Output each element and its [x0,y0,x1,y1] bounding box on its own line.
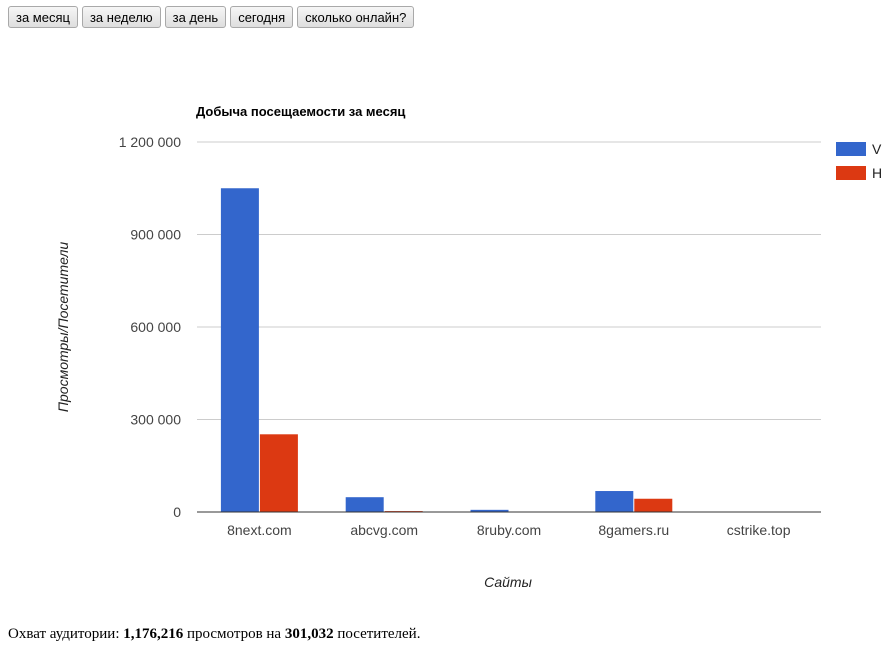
legend-swatch-H [836,166,866,180]
bars [220,188,798,512]
y-tick-label: 1 200 000 [119,134,181,150]
x-axis-label: Сайты [484,574,533,590]
audience-summary: Охват аудитории: 1,176,216 просмотров на… [8,626,420,643]
y-tick-label: 0 [173,504,181,520]
summary-visitors: 301,032 [284,626,334,642]
period-toolbar: за месяц за неделю за день сегодня сколь… [8,6,415,28]
bar-chart: Добыча посещаемости за месяц 0 300 000 600… [55,104,882,590]
y-tick-label: 900 000 [130,227,181,243]
legend-label: V [872,141,882,157]
bar-V-0[interactable] [220,188,259,512]
legend-swatch-V [836,142,866,156]
legend: VH [836,141,882,181]
x-tick-label: 8gamers.ru [598,522,669,538]
bar-V-3[interactable] [595,491,634,512]
day-button[interactable]: за день [164,6,227,28]
bar-H-0[interactable] [259,434,298,512]
x-tick-label: abcvg.com [350,522,418,538]
gridlines [197,141,821,420]
x-tick-label: 8ruby.com [477,522,541,538]
legend-label: H [872,165,882,181]
x-tick-label: cstrike.top [727,522,791,538]
summary-middle: просмотров на [186,626,282,642]
y-axis-label: Просмотры/Посетители [55,242,71,412]
bar-H-3[interactable] [634,498,673,512]
summary-views: 1,176,216 [123,626,184,642]
x-tick-labels: 8next.com abcvg.com 8ruby.com 8gamers.ru cst… [227,522,791,538]
week-button[interactable]: за неделю [81,6,161,28]
y-tick-label: 300 000 [130,412,181,428]
bar-V-2[interactable] [470,509,509,512]
chart-title: Добыча посещаемости за месяц [196,104,405,119]
y-tick-labels: 0 300 000 600 000 900 000 1 200 000 [119,134,182,520]
today-button[interactable]: сегодня [230,6,294,28]
y-tick-label: 600 000 [130,319,181,335]
bar-V-1[interactable] [345,497,384,512]
summary-prefix: Охват аудитории: [8,626,120,642]
month-button[interactable]: за месяц [8,6,78,28]
summary-suffix: посетителей. [337,626,421,642]
online-button[interactable]: сколько онлайн? [297,6,415,28]
x-tick-label: 8next.com [227,522,292,538]
